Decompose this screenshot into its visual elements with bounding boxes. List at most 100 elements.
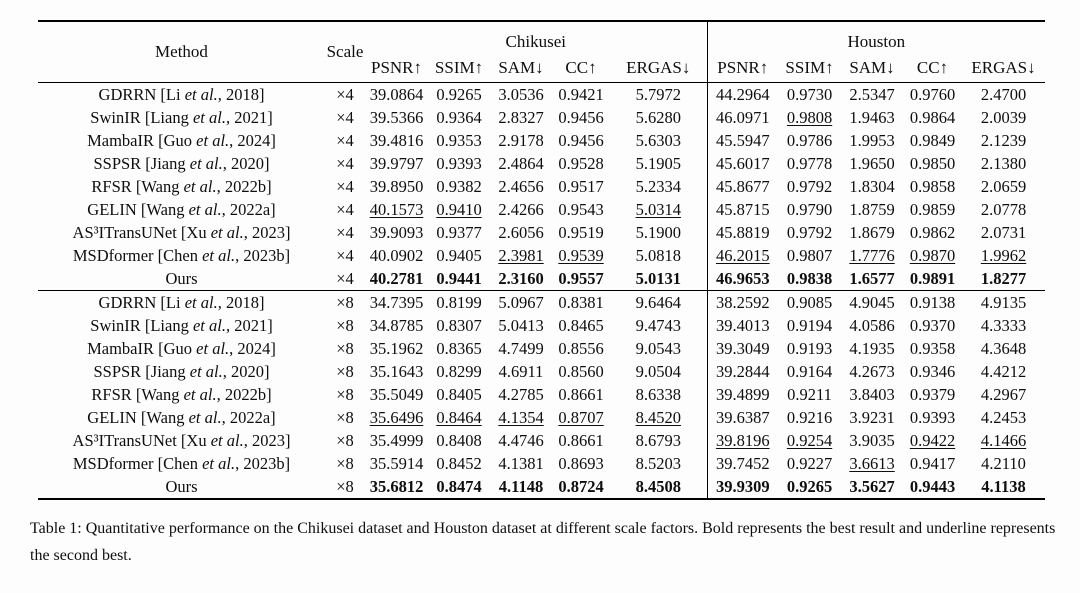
scale-cell: ×8 [336,476,354,496]
metric-value-cell: 0.9211 [787,384,832,404]
metric-value-cell: 0.9358 [909,338,956,358]
scale-cell: ×4 [336,107,354,127]
method-cell: Ours [165,476,198,496]
metric-value-cell: 3.5627 [849,476,895,496]
scale-cell: ×8 [336,407,354,427]
metric-value-cell: 0.9858 [909,176,956,196]
col-header-method: Method [155,42,208,61]
metric-value-cell: 5.1905 [635,153,681,173]
metric-value-cell: 4.1935 [849,338,895,358]
metric-value-cell: 0.9807 [786,245,833,265]
group-header-chikusei: Chikusei [505,32,566,51]
metric-value-cell: 0.9850 [909,153,956,173]
table-row: GDRRN [Li et al., 2018] ×4 39.0864 0.9265 3.… [38,82,1045,106]
method-cell: MambaIR [Guo et al., 2024] [87,338,276,358]
metric-value-cell: 4.9045 [849,292,895,312]
scale-cell: ×8 [336,338,354,358]
results-table: Method Scale Chikusei Houston PSNR↑ SSIM… [38,20,1046,500]
metric-value-cell: 0.9377 [436,222,482,242]
metric-value-cell: 39.4816 [369,130,424,150]
metric-value-cell: 39.9797 [369,153,424,173]
metric-value-cell: 1.9953 [849,130,895,150]
metric-value-cell: 8.6338 [635,384,681,404]
metric-value-cell: 0.9370 [909,315,956,335]
method-cell: RFSR [Wang et al., 2022b] [91,384,272,404]
scale-cell: ×4 [336,268,354,288]
metric-value-cell: 0.8474 [436,476,482,496]
table-caption: Table 1: Quantitative performance on the… [30,520,1056,564]
metric-value-cell: 9.0504 [635,361,681,381]
metric-value-cell: 4.2453 [980,407,1027,427]
scale-cell: ×8 [336,384,354,404]
col-header-houston-ergas: ERGAS↓ [971,57,1036,77]
table-row: SSPSR [Jiang et al., 2020] ×4 39.9797 0.939… [38,152,1045,175]
metric-value-cell: 5.0967 [498,292,544,312]
metric-value-cell: 2.6056 [498,222,544,242]
metric-value-cell: 2.4864 [498,153,544,173]
col-header-chikusei-ergas: ERGAS↓ [626,57,691,77]
metric-value-cell: 4.2673 [849,361,895,381]
metric-value-cell: 0.8560 [558,361,604,381]
metric-value-cell: 35.4999 [369,430,424,450]
metric-value-cell: 0.9085 [786,292,833,312]
metric-value-cell: 2.0731 [980,222,1027,242]
metric-value-cell: 0.9265 [786,476,833,496]
metric-value-cell: 1.9962 [980,245,1027,265]
method-cell: GDRRN [Li et al., 2018] [98,292,265,312]
metric-value-cell: 0.9792 [786,176,833,196]
metric-value-cell: 0.9760 [909,84,956,104]
metric-value-cell: 35.5914 [369,453,424,473]
metric-value-cell: 4.6911 [498,361,544,381]
metric-value-cell: 0.9382 [436,176,482,196]
metric-value-cell: 8.5203 [635,453,681,473]
metric-value-cell: 45.8819 [706,221,779,244]
scale-cell: ×4 [336,176,354,196]
metric-value-cell: 0.8452 [436,453,482,473]
metric-value-cell: 0.9421 [558,84,604,104]
table-row: GDRRN [Li et al., 2018] ×8 34.7395 0.8199 5.… [38,290,1045,314]
method-cell: AS³ITransUNet [Xu et al., 2023] [72,430,291,450]
table-section-x4: GDRRN [Li et al., 2018] ×4 39.0864 0.9265 3.… [38,82,1045,291]
method-cell: GELIN [Wang et al., 2022a] [87,407,276,427]
metric-value-cell: 8.4508 [635,476,681,496]
scale-cell: ×8 [336,453,354,473]
metric-value-cell: 4.2110 [981,453,1026,473]
metric-value-cell: 45.8715 [706,198,779,221]
metric-value-cell: 5.0413 [498,315,544,335]
metric-value-cell: 2.4266 [498,199,544,219]
metric-value-cell: 3.8403 [849,384,895,404]
metric-value-cell: 5.0818 [635,245,681,265]
metric-value-cell: 0.8381 [558,292,604,312]
metric-value-cell: 0.9216 [786,407,833,427]
table-row: Ours ×4 40.2781 0.9441 2.3160 0.9557 5.0131 46.… [38,267,1045,291]
metric-value-cell: 0.9859 [909,199,956,219]
metric-value-cell: 0.9379 [909,384,956,404]
metric-value-cell: 0.9138 [909,292,956,312]
table-row: AS³ITransUNet [Xu et al., 2023] ×8 35.4999… [38,429,1045,452]
metric-value-cell: 46.9653 [706,267,779,291]
method-cell: RFSR [Wang et al., 2022b] [91,176,272,196]
method-cell: MambaIR [Guo et al., 2024] [87,130,276,150]
metric-value-cell: 0.9456 [558,130,604,150]
scale-cell: ×4 [336,222,354,242]
metric-value-cell: 40.2781 [369,268,424,288]
metric-value-cell: 39.9093 [369,222,424,242]
metric-value-cell: 8.6793 [635,430,681,450]
metric-value-cell: 35.6812 [369,476,424,496]
metric-value-cell: 39.3049 [706,337,779,360]
metric-value-cell: 0.9849 [909,130,956,150]
group-header-houston: Houston [706,21,1046,53]
metric-value-cell: 34.7395 [369,292,424,312]
metric-value-cell: 2.0039 [980,107,1027,127]
metric-value-cell: 0.9778 [786,153,833,173]
metric-value-cell: 35.5049 [369,384,424,404]
metric-value-cell: 39.8196 [706,429,779,452]
metric-value-cell: 4.7499 [498,338,544,358]
metric-value-cell: 0.9456 [558,107,604,127]
metric-value-cell: 0.9353 [436,130,482,150]
metric-value-cell: 0.9364 [436,107,482,127]
metric-value-cell: 4.4212 [980,361,1027,381]
metric-value-cell: 0.8661 [558,384,604,404]
col-header-chikusei-psnr: PSNR↑ [370,57,423,77]
metric-value-cell: 0.9528 [558,153,604,173]
